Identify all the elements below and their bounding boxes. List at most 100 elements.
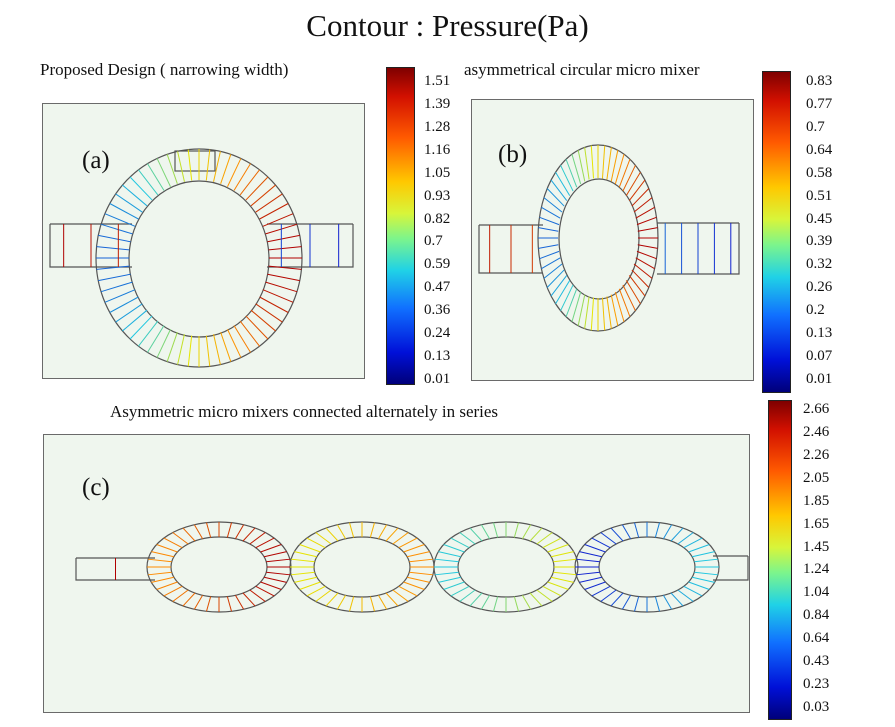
contour-line: [579, 576, 603, 583]
contour-line: [267, 234, 300, 243]
contour-line: [438, 576, 462, 583]
contour-line: [156, 581, 178, 590]
contour-line: [250, 184, 276, 207]
contour-line: [151, 551, 175, 558]
contour-line: [206, 596, 212, 612]
contour-line: [443, 581, 465, 590]
contour-line: [205, 335, 211, 367]
contour-line: [654, 522, 660, 538]
contour-line: [571, 154, 582, 185]
contour-line: [109, 203, 139, 220]
panel-b-colorbar-ticks: 0.83 0.77 0.7 0.64 0.58 0.51 0.45 0.39 0.32 0.26 0…: [806, 73, 856, 387]
contour-line: [688, 581, 710, 590]
contour-line: [469, 592, 483, 607]
contour-line: [259, 203, 289, 220]
panel-b-inner-ring: [558, 178, 640, 300]
contour-line: [662, 524, 673, 540]
panel-a-letter: (a): [82, 147, 110, 174]
colorbar-tick-label: 0.82: [424, 210, 451, 227]
contour-line: [577, 294, 586, 326]
colorbar-tick-label: 1.39: [424, 95, 451, 112]
panel-b-mixer-geometry: [478, 144, 740, 332]
contour-line: [621, 594, 632, 610]
contour-line: [213, 151, 221, 182]
panel-c-contour-lines: [115, 522, 719, 612]
contour-line: [377, 594, 388, 610]
contour-line: [555, 171, 571, 196]
contour-line: [555, 280, 571, 305]
contour-line: [469, 527, 483, 542]
contour-line: [255, 193, 283, 213]
contour-line: [576, 571, 600, 576]
contour-line: [213, 334, 221, 365]
contour-line: [694, 571, 718, 576]
contour-line: [541, 206, 561, 219]
contour-line: [406, 551, 430, 558]
colorbar-tick-label: 0.77: [806, 95, 833, 112]
colorbar-tick-label: 1.51: [424, 73, 451, 89]
contour-line: [156, 544, 178, 553]
contour-line: [541, 257, 561, 270]
colorbar-tick-label: 0.23: [803, 676, 830, 693]
contour-line: [584, 296, 590, 329]
contour-line: [245, 315, 269, 340]
contour-line: [590, 297, 595, 331]
contour-line: [109, 296, 139, 313]
colorbar-tick-label: 0.83: [806, 73, 833, 89]
colorbar-tick-label: 0.45: [806, 210, 833, 227]
contour-line: [546, 188, 565, 207]
contour-line: [625, 280, 641, 305]
contour-line: [610, 527, 624, 542]
colorbar-tick-label: 2.26: [803, 446, 830, 463]
contour-line: [618, 159, 631, 188]
contour-line: [262, 213, 294, 227]
contour-line: [255, 585, 275, 597]
contour-line: [459, 532, 476, 545]
contour-line: [547, 544, 569, 553]
contour-line: [683, 585, 703, 597]
contour-line: [398, 585, 418, 597]
contour-line: [539, 216, 560, 226]
colorbar-tick-label: 0.01: [424, 371, 451, 387]
contour-line: [172, 532, 189, 545]
contour-line: [610, 150, 619, 182]
colorbar-tick-label: 0.13: [806, 325, 833, 342]
contour-line: [182, 592, 196, 607]
figure-title: Contour : Pressure(Pa): [306, 8, 589, 43]
contour-line: [156, 329, 171, 358]
colorbar-tick-label: 0.26: [806, 279, 833, 296]
contour-line: [166, 154, 178, 184]
contour-line: [96, 246, 130, 251]
panel-b-contour-lines: [489, 145, 732, 331]
contour-line: [553, 571, 577, 576]
contour-line: [156, 158, 171, 187]
contour-line: [670, 527, 684, 542]
contour-line: [177, 151, 185, 182]
contour-line: [560, 284, 574, 311]
contour-line: [550, 576, 574, 583]
contour-line: [260, 544, 282, 553]
contour-line: [606, 147, 612, 180]
colorbar-tick-label: 2.66: [803, 401, 830, 417]
contour-line: [576, 558, 600, 563]
contour-line: [315, 589, 332, 602]
contour-line: [122, 309, 148, 332]
contour-line: [255, 303, 283, 323]
contour-line: [163, 585, 183, 597]
contour-line: [325, 592, 339, 607]
contour-line: [239, 169, 260, 196]
contour-line: [267, 273, 300, 282]
contour-line: [226, 522, 232, 538]
panel-a-caption: Proposed Design ( narrowing width): [40, 60, 289, 79]
contour-line: [628, 179, 646, 201]
contour-line: [177, 334, 185, 365]
contour-line: [403, 544, 425, 553]
panel-b-plot: [471, 99, 754, 381]
panel-c-colorbar: [768, 400, 792, 720]
contour-line: [591, 585, 611, 597]
contour-line: [600, 532, 617, 545]
contour-line: [543, 263, 563, 279]
contour-line: [560, 165, 574, 192]
contour-line: [565, 159, 578, 188]
contour-line: [291, 571, 315, 576]
